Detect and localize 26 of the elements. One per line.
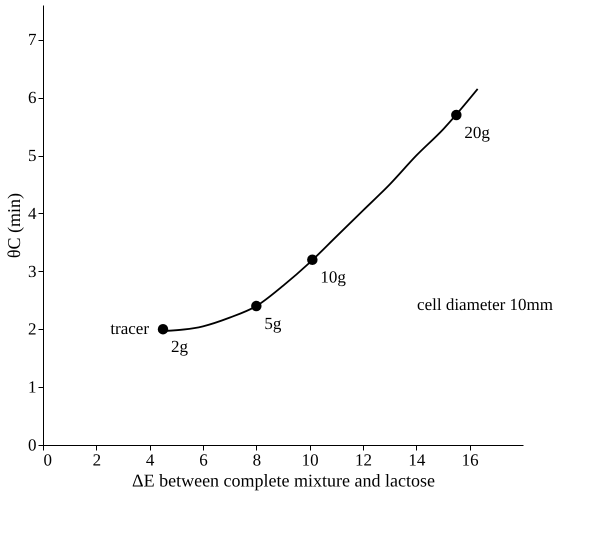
x-tick-label: 2 <box>92 450 102 470</box>
point <box>158 324 168 334</box>
x-tick-label: 6 <box>199 450 208 470</box>
x-axis-title: ΔE between complete mixture and lactose <box>132 470 435 490</box>
x-tick-label: 8 <box>252 450 262 470</box>
annotation: 5g <box>264 314 282 334</box>
y-tick-label: 7 <box>28 30 37 50</box>
y-axis-title: θC (min) <box>4 192 24 258</box>
x-tick-label: 14 <box>408 450 426 470</box>
y-tick-label: 1 <box>28 378 36 397</box>
annotation: 2g <box>171 337 188 356</box>
y-tick-label: 0 <box>28 436 36 454</box>
x-tick-label: 16 <box>462 450 479 470</box>
x-tick-label: 10 <box>302 450 319 470</box>
y-tick-label: 2 <box>28 320 36 339</box>
y-tick-label: 3 <box>28 262 36 281</box>
y-tick-label: 6 <box>28 88 36 108</box>
y-tick-label: 5 <box>28 146 36 166</box>
x-tick-label: 0 <box>44 450 52 470</box>
annotation: 20g <box>464 123 490 142</box>
x-tick-label: 12 <box>355 450 372 470</box>
y-tick-label: 4 <box>28 204 37 223</box>
annotation: 10g <box>320 268 346 287</box>
annotation: cell diameter 10mm <box>417 295 553 314</box>
x-tick-label: 4 <box>146 450 155 470</box>
annotation: tracer <box>110 319 150 338</box>
